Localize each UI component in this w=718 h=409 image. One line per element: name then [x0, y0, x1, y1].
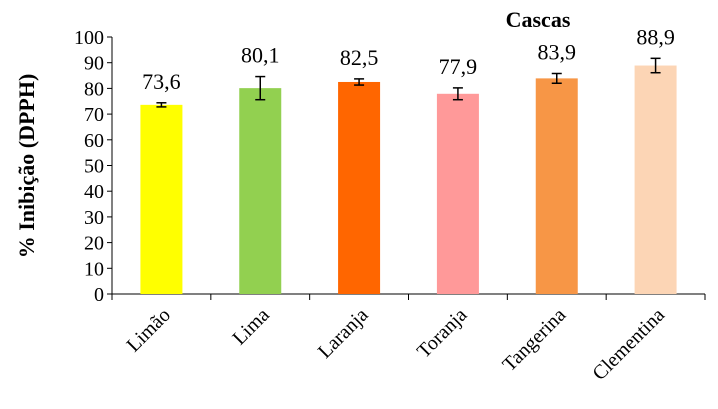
- y-tick-label: 100: [74, 27, 104, 49]
- y-tick-label: 60: [84, 130, 104, 152]
- y-tick-label: 0: [94, 284, 104, 306]
- x-tick-label: Lima: [228, 304, 273, 349]
- bar-tangerina: [535, 78, 578, 294]
- data-label: 80,1: [241, 43, 280, 68]
- y-tick-label: 30: [84, 207, 104, 229]
- bar-limão: [140, 104, 183, 295]
- plot-area: 0 10 20 30 40 50 60 70 80 90 100 73,6 Limão 80,1 Lima 8…: [74, 24, 706, 385]
- data-label: 82,5: [340, 45, 379, 70]
- bar-toranja: [436, 93, 479, 294]
- x-tick-label: Tangerina: [498, 304, 570, 376]
- chart-title: Cascas: [506, 7, 571, 32]
- y-tick-label: 10: [84, 258, 104, 280]
- y-tick-label: 20: [84, 233, 104, 255]
- data-label: 88,9: [636, 24, 675, 49]
- y-tick-label: 80: [84, 78, 104, 100]
- x-tick-label: Limão: [122, 304, 174, 356]
- x-tick-label: Clementina: [588, 304, 669, 385]
- x-tick-label: Laranja: [314, 304, 373, 363]
- bar-lima: [239, 88, 282, 294]
- y-tick-label: 40: [84, 181, 104, 203]
- y-tick-label: 50: [84, 156, 104, 178]
- data-label: 83,9: [538, 39, 577, 64]
- x-tick-label: Toranja: [413, 304, 472, 363]
- y-axis-title: % Inibição (DPPH): [14, 74, 39, 259]
- y-tick-label: 90: [84, 53, 104, 75]
- y-tick-label: 70: [84, 104, 104, 126]
- bar-laranja: [338, 81, 381, 294]
- data-label: 77,9: [439, 54, 478, 79]
- bar-clementina: [634, 65, 677, 294]
- data-label: 73,6: [142, 69, 181, 94]
